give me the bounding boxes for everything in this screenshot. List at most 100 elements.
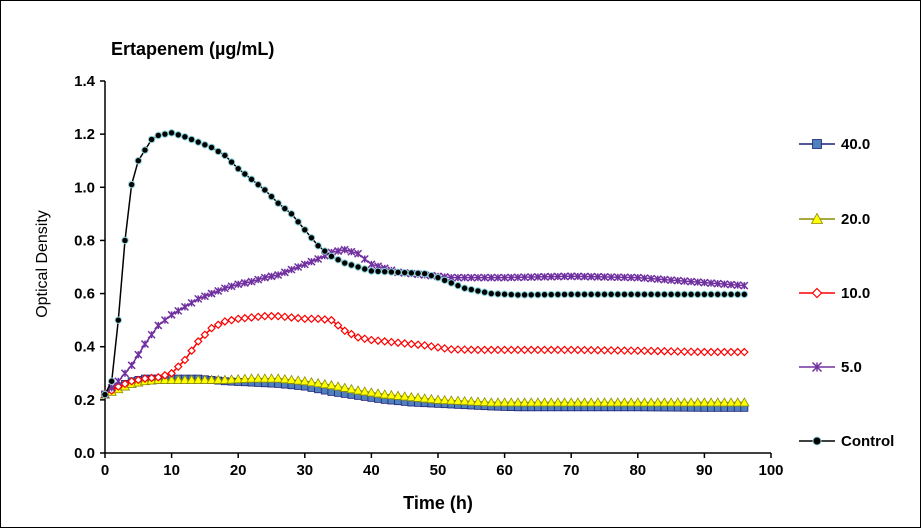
data-point bbox=[640, 274, 649, 283]
data-point bbox=[227, 315, 236, 325]
data-point bbox=[460, 273, 469, 282]
data-point bbox=[240, 278, 249, 287]
data-point bbox=[373, 336, 383, 346]
data-point bbox=[200, 292, 209, 301]
data-point bbox=[346, 383, 357, 394]
data-point bbox=[140, 374, 150, 383]
data-point bbox=[480, 345, 489, 355]
data-point bbox=[426, 393, 437, 404]
data-point bbox=[300, 314, 310, 324]
data-point bbox=[533, 272, 542, 281]
data-point bbox=[626, 346, 636, 355]
data-point bbox=[506, 397, 517, 407]
data-point bbox=[340, 326, 350, 336]
data-point bbox=[260, 273, 269, 282]
data-point bbox=[665, 397, 677, 407]
data-point bbox=[486, 397, 497, 407]
data-point bbox=[347, 261, 356, 269]
data-point bbox=[454, 281, 462, 290]
data-point bbox=[360, 254, 369, 264]
data-point bbox=[520, 345, 529, 355]
data-point bbox=[134, 350, 143, 359]
data-point bbox=[566, 345, 576, 355]
data-point bbox=[160, 370, 170, 380]
legend-marker bbox=[811, 287, 823, 299]
data-point bbox=[539, 397, 550, 407]
data-point bbox=[733, 281, 742, 290]
data-point bbox=[314, 254, 323, 264]
data-point bbox=[647, 274, 656, 283]
data-point bbox=[706, 347, 716, 357]
data-point bbox=[700, 278, 709, 287]
data-point bbox=[399, 391, 410, 401]
data-point bbox=[181, 133, 189, 141]
data-point bbox=[426, 342, 436, 351]
data-point bbox=[394, 268, 402, 277]
data-point bbox=[321, 247, 329, 255]
data-point bbox=[680, 347, 689, 356]
data-point bbox=[347, 247, 356, 256]
data-point bbox=[612, 397, 624, 407]
data-point bbox=[147, 135, 156, 144]
data-point bbox=[607, 290, 615, 299]
data-point bbox=[520, 273, 529, 282]
data-point bbox=[381, 267, 389, 276]
data-point bbox=[407, 269, 416, 277]
data-point bbox=[492, 397, 504, 407]
legend: 40.0 20.0 10.0 5.0 Control bbox=[799, 136, 894, 450]
y-axis-label: Optical Density bbox=[34, 210, 51, 318]
data-point bbox=[446, 345, 456, 354]
data-point bbox=[620, 273, 629, 282]
data-point bbox=[634, 290, 642, 299]
data-point bbox=[526, 345, 536, 355]
data-point bbox=[580, 345, 589, 355]
data-point bbox=[114, 377, 123, 386]
data-point bbox=[493, 345, 503, 355]
legend-label: 40.0 bbox=[841, 136, 870, 153]
x-tick-label: 100 bbox=[758, 462, 783, 479]
data-point bbox=[514, 291, 522, 299]
data-point bbox=[473, 273, 482, 282]
data-point bbox=[234, 164, 242, 173]
data-point bbox=[653, 275, 662, 284]
data-point bbox=[620, 290, 629, 299]
data-point bbox=[560, 272, 569, 281]
data-point bbox=[234, 280, 243, 289]
data-point bbox=[193, 374, 204, 384]
data-point bbox=[219, 374, 231, 384]
data-point bbox=[306, 376, 317, 387]
data-point bbox=[520, 291, 529, 299]
data-point bbox=[625, 397, 637, 407]
data-point bbox=[187, 298, 196, 307]
data-point bbox=[600, 272, 609, 281]
data-point bbox=[167, 129, 176, 137]
data-point bbox=[201, 141, 209, 149]
data-point bbox=[507, 290, 515, 299]
data-point bbox=[174, 306, 183, 315]
data-point bbox=[434, 273, 442, 282]
data-point bbox=[500, 290, 509, 298]
legend-item: 20.0 bbox=[799, 211, 870, 228]
data-point bbox=[513, 345, 523, 355]
legend-marker bbox=[810, 212, 824, 224]
x-tick-label: 20 bbox=[230, 462, 247, 479]
data-point bbox=[121, 236, 129, 245]
data-point bbox=[607, 273, 616, 282]
legend-item: Control bbox=[799, 433, 894, 450]
data-point bbox=[574, 290, 582, 299]
data-point bbox=[712, 397, 723, 407]
data-point bbox=[347, 329, 356, 339]
data-point bbox=[720, 347, 729, 357]
data-point bbox=[480, 273, 489, 282]
data-point bbox=[354, 249, 363, 258]
data-point bbox=[427, 271, 436, 280]
data-point bbox=[447, 279, 456, 287]
data-point bbox=[460, 345, 469, 354]
data-point bbox=[486, 345, 496, 355]
data-point bbox=[193, 337, 203, 346]
data-point bbox=[280, 268, 289, 277]
y-tick-label: 1.4 bbox=[74, 73, 96, 90]
legend-marker bbox=[812, 436, 822, 446]
data-point bbox=[147, 373, 156, 383]
